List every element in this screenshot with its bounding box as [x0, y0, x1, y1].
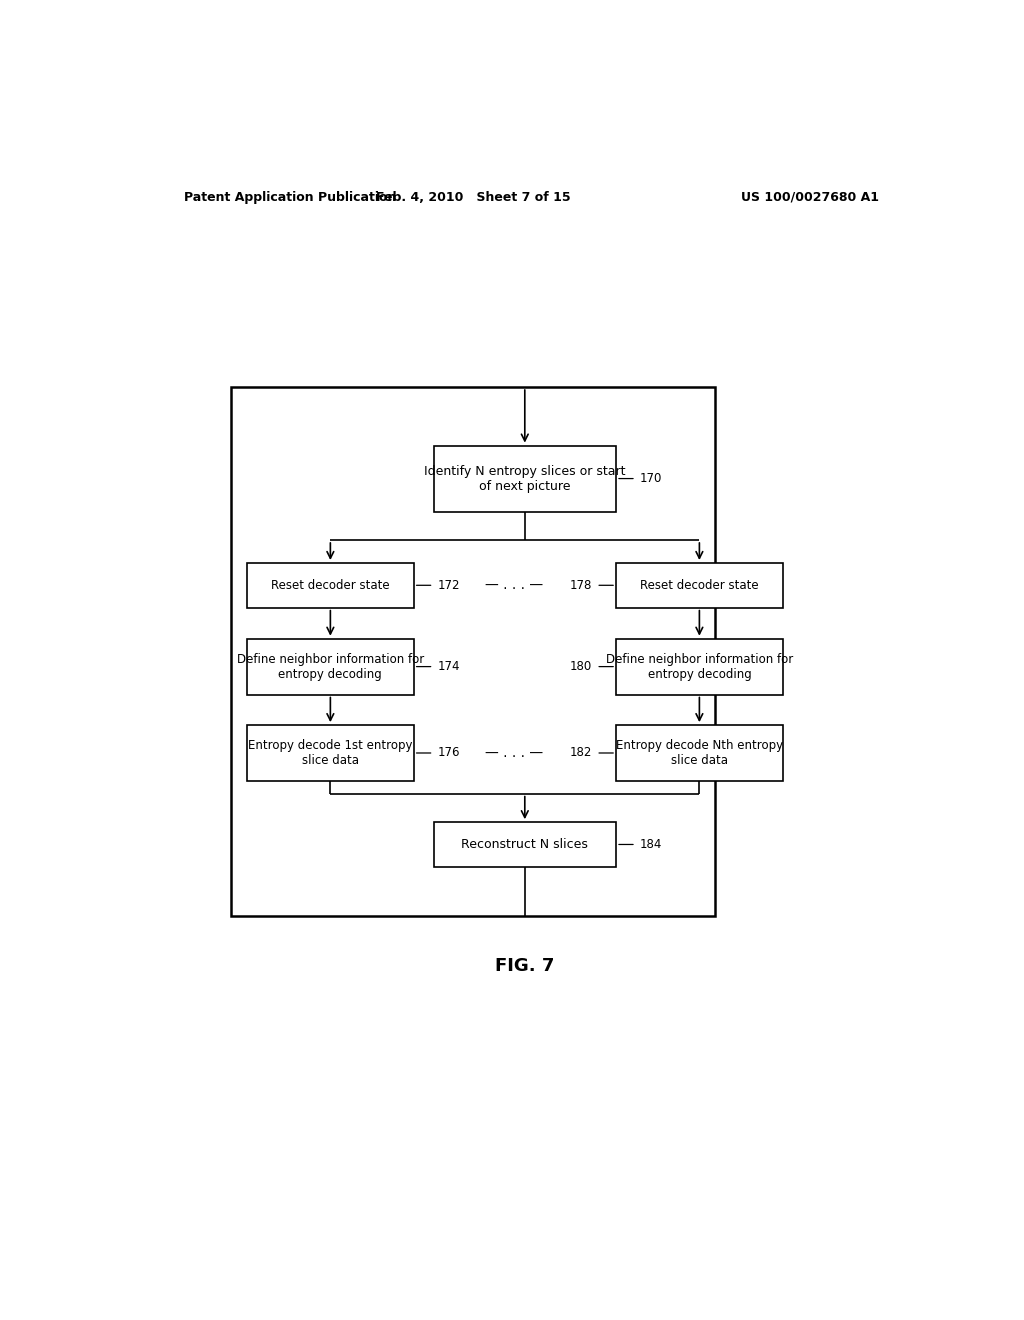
- Text: 180: 180: [570, 660, 592, 673]
- Text: — . . . —: — . . . —: [485, 746, 544, 760]
- Bar: [616, 562, 782, 607]
- Bar: [247, 725, 414, 781]
- Bar: [433, 446, 616, 512]
- Text: 176: 176: [437, 747, 460, 759]
- Text: Reconstruct N slices: Reconstruct N slices: [462, 838, 588, 851]
- Text: Define neighbor information for
entropy decoding: Define neighbor information for entropy …: [606, 652, 793, 681]
- Text: Entropy decode Nth entropy
slice data: Entropy decode Nth entropy slice data: [615, 739, 783, 767]
- Text: Identify N entropy slices or start
of next picture: Identify N entropy slices or start of ne…: [424, 465, 626, 492]
- Text: 184: 184: [640, 838, 663, 851]
- Bar: [231, 387, 715, 916]
- Text: Reset decoder state: Reset decoder state: [640, 578, 759, 591]
- Text: 172: 172: [437, 578, 460, 591]
- Text: Entropy decode 1st entropy
slice data: Entropy decode 1st entropy slice data: [248, 739, 413, 767]
- Text: Reset decoder state: Reset decoder state: [271, 578, 390, 591]
- Bar: [433, 822, 616, 867]
- Bar: [616, 639, 782, 694]
- Bar: [616, 725, 782, 781]
- Text: Define neighbor information for
entropy decoding: Define neighbor information for entropy …: [237, 652, 424, 681]
- Text: 182: 182: [570, 747, 592, 759]
- Text: 170: 170: [640, 473, 663, 484]
- Bar: [247, 562, 414, 607]
- Bar: [247, 639, 414, 694]
- Text: FIG. 7: FIG. 7: [496, 957, 554, 975]
- Text: Feb. 4, 2010   Sheet 7 of 15: Feb. 4, 2010 Sheet 7 of 15: [376, 190, 570, 203]
- Text: — . . . —: — . . . —: [485, 578, 544, 593]
- Text: 174: 174: [437, 660, 460, 673]
- Text: 178: 178: [570, 578, 592, 591]
- Text: Patent Application Publication: Patent Application Publication: [183, 190, 396, 203]
- Text: US 100/0027680 A1: US 100/0027680 A1: [741, 190, 880, 203]
